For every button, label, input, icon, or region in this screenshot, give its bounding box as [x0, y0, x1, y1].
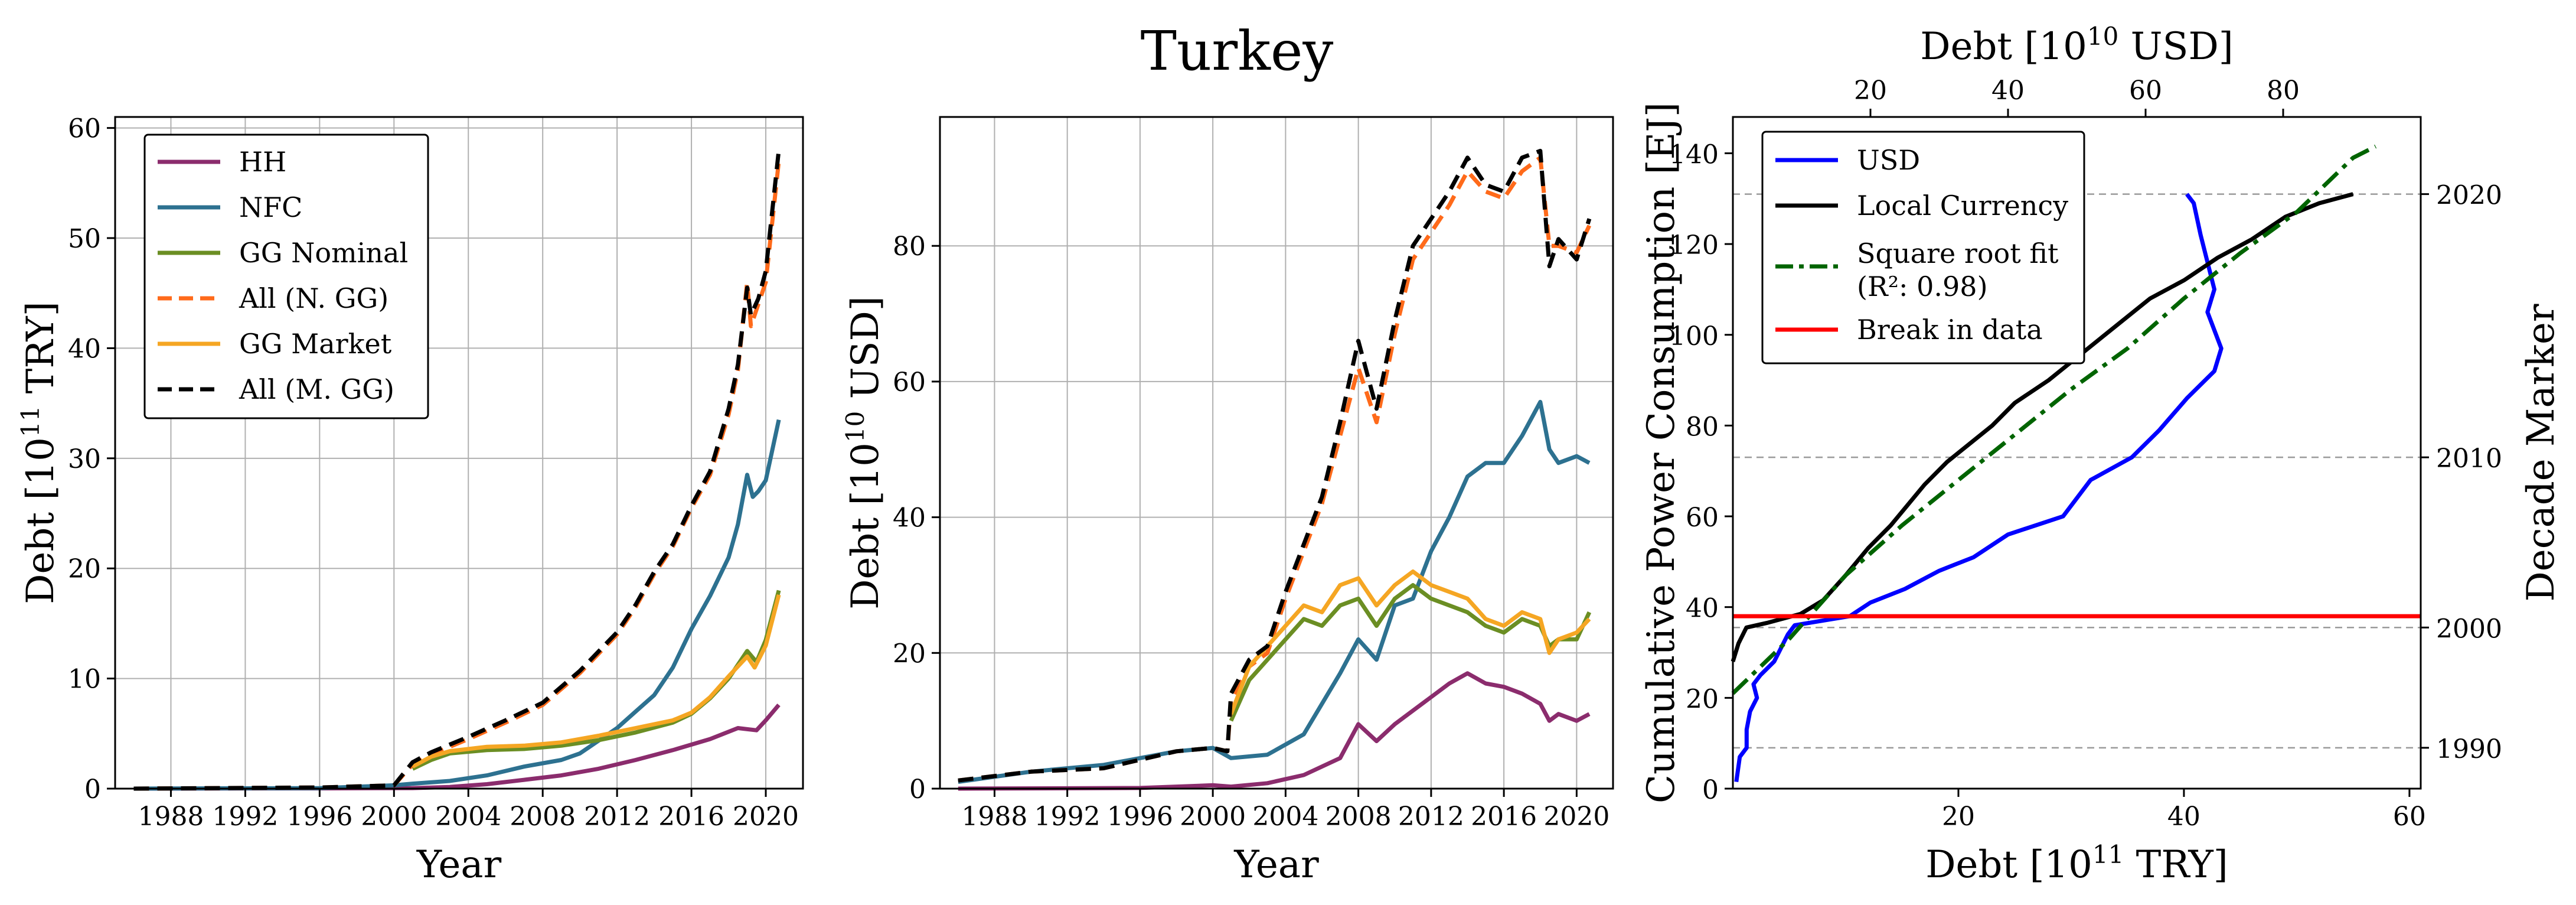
legend-entry-fit-r2: (R²: 0.98) [1857, 271, 1988, 302]
x-tick-label: 1996 [286, 802, 352, 832]
y-tick-label: 80 [1686, 412, 1719, 442]
x-tick-label: 2000 [361, 802, 427, 832]
top-x-tick-label: 20 [1854, 76, 1887, 106]
y-axis-label: Debt [1010 USD] [841, 296, 888, 609]
series-square-root-fit [1731, 144, 2377, 695]
legend-entry: NFC [239, 191, 302, 223]
top-x-tick-label: 40 [1991, 76, 2025, 106]
plot-frame [939, 116, 1614, 790]
top-x-axis-label: Debt [1010 USD] [1920, 22, 2233, 69]
y-tick-label: 40 [68, 334, 101, 364]
series-hh [133, 704, 781, 791]
x-tick-label: 40 [2167, 802, 2200, 832]
legend-entry: USD [1857, 144, 1920, 176]
left-chart: 1988 1992 1996 2000 2004 2008 2012 2016 2020 0 10 2… [16, 114, 804, 887]
plot-frame [1732, 116, 2422, 790]
x-tick-label: 60 [2393, 802, 2426, 832]
x-axis-label: Year [416, 843, 502, 887]
top-x-tick-label: 80 [2267, 76, 2300, 106]
y-tick-label: 80 [893, 232, 926, 262]
x-tick-label: 2012 [584, 802, 650, 832]
x-axis-label: Year [1233, 843, 1319, 887]
legend-entry: HH [239, 146, 286, 178]
y-axis-label: Cumulative Power Consumption [EJ] [1640, 102, 1683, 803]
x-tick-label: 2012 [1398, 802, 1464, 832]
legend-entry: Local Currency [1857, 190, 2068, 222]
x-tick-label: 2000 [1180, 802, 1246, 832]
series-gg-nominal [412, 590, 781, 771]
x-tick-label: 1992 [1034, 802, 1101, 832]
top-x-tick-label: 60 [2129, 76, 2162, 106]
legend-entry: All (M. GG) [239, 373, 394, 405]
decade-tick-label: 1990 [2436, 734, 2502, 764]
y-tick-label: 60 [1686, 503, 1719, 533]
y-axis-label: Debt [1011 TRY] [16, 301, 63, 604]
y-tick-label: 30 [68, 444, 101, 474]
y-tick-label: 20 [893, 639, 926, 669]
series-hh [958, 671, 1591, 791]
x-tick-label: 2004 [1252, 802, 1318, 832]
right-y-axis-label: Decade Marker [2519, 304, 2563, 601]
x-tick-label: 20 [1942, 802, 1975, 832]
series-all-m-gg- [133, 149, 781, 791]
legend-entry: Break in data [1857, 314, 2043, 346]
y-tick-label: 50 [68, 224, 101, 254]
y-tick-label: 20 [1686, 684, 1719, 714]
middle-chart: 1988 1992 1996 2000 2004 2008 2012 2016 2020 0 20 4… [841, 116, 1614, 887]
y-tick-label: 40 [1686, 594, 1719, 624]
y-tick-label: 140 [1669, 139, 1719, 170]
y-tick-label: 10 [68, 665, 101, 695]
y-tick-label: 20 [68, 554, 101, 584]
decade-tick-label: 2010 [2436, 444, 2502, 474]
legend-box [1761, 131, 2085, 364]
legend-entry: Square root fit [1857, 237, 2059, 269]
y-tick-label: 60 [68, 114, 101, 144]
y-tick-label: 40 [893, 503, 926, 533]
series-usd [1734, 193, 2224, 782]
y-tick-label: 60 [893, 367, 926, 398]
x-tick-label: 1992 [212, 802, 278, 832]
x-tick-label: 2016 [1471, 802, 1537, 832]
y-tick-label: 100 [1669, 321, 1719, 351]
series-gg-market [1229, 569, 1591, 715]
y-tick-label: 0 [1702, 775, 1719, 805]
series-all-m-gg- [958, 148, 1592, 783]
x-tick-label: 1988 [961, 802, 1027, 832]
legend-entry: GG Nominal [239, 237, 408, 269]
x-tick-label: 1988 [138, 802, 204, 832]
legend-entry: All (N. GG) [239, 282, 388, 314]
figure-title: Turkey [1141, 19, 1334, 83]
x-tick-label: 2016 [658, 802, 724, 832]
x-tick-label: 2008 [510, 802, 576, 832]
series-gg-market [412, 594, 781, 769]
series-nfc [958, 399, 1591, 784]
series-local-currency [1731, 192, 2354, 662]
y-tick-label: 120 [1669, 230, 1719, 261]
y-tick-label: 0 [84, 774, 101, 805]
x-tick-label: 2020 [733, 802, 799, 832]
decade-tick-label: 2020 [2436, 181, 2502, 211]
x-tick-label: 2004 [435, 802, 501, 832]
legend-entry: GG Market [239, 328, 392, 360]
x-axis-label: Debt [1011 TRY] [1925, 840, 2228, 887]
x-tick-label: 1996 [1107, 802, 1173, 832]
series-nfc [133, 419, 781, 791]
right-chart: 20 40 60 20 40 60 80 0 20 40 60 80 100 120 140 1990 2000… [1640, 22, 2563, 887]
y-tick-label: 0 [909, 774, 926, 805]
x-tick-label: 2020 [1543, 802, 1609, 832]
decade-tick-label: 2000 [2436, 614, 2502, 644]
x-tick-label: 2008 [1325, 802, 1392, 832]
plot-frame [114, 116, 804, 790]
